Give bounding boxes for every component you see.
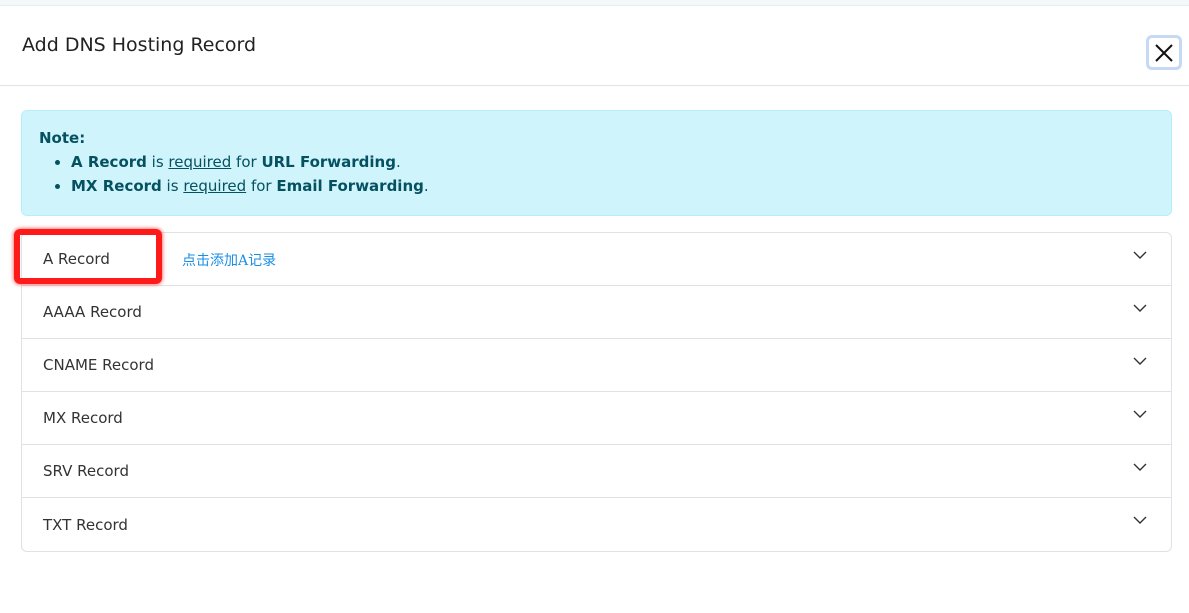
accordion-item-label: TXT Record	[43, 515, 128, 534]
accordion-item-label: SRV Record	[43, 462, 129, 480]
accordion-item-label: CNAME Record	[43, 356, 154, 374]
required-link[interactable]: required	[183, 177, 247, 195]
note-text: for	[231, 153, 262, 171]
record-accordion: A Record AAAA Record CNAME Record MX Record…	[21, 232, 1172, 552]
note-target: URL Forwarding	[261, 153, 396, 171]
note-alert: Note: A Record is required for URL Forwa…	[21, 110, 1172, 216]
accordion-item-a[interactable]: A Record	[22, 233, 1171, 286]
required-link[interactable]: required	[168, 153, 232, 171]
note-text: .	[395, 153, 401, 171]
dialog-title: Add DNS Hosting Record	[22, 34, 257, 56]
accordion-item-aaaa[interactable]: AAAA Record	[22, 286, 1171, 339]
note-item: MX Record is required for Email Forwardi…	[71, 174, 1154, 198]
dialog-header: Add DNS Hosting Record	[0, 7, 1189, 86]
note-item: A Record is required for URL Forwarding.	[71, 150, 1154, 174]
accordion-item-label: MX Record	[43, 409, 123, 427]
note-heading: Note:	[39, 129, 86, 147]
accordion-item-label: A Record	[43, 250, 110, 268]
chevron-down-icon	[1133, 304, 1147, 312]
annotation-hint: 点击添加A记录	[182, 253, 277, 269]
note-text: .	[423, 177, 429, 195]
top-strip	[0, 0, 1189, 6]
note-record: MX Record	[71, 177, 162, 195]
note-record: A Record	[71, 153, 147, 171]
chevron-down-icon	[1133, 463, 1147, 471]
chevron-down-icon	[1133, 410, 1147, 418]
highlight-box	[14, 229, 162, 284]
close-icon	[1155, 43, 1173, 62]
accordion-item-txt[interactable]: TXT Record	[22, 498, 1171, 551]
note-text: is	[146, 153, 169, 171]
note-text: is	[161, 177, 184, 195]
accordion-item-srv[interactable]: SRV Record	[22, 445, 1171, 498]
note-target: Email Forwarding	[276, 177, 424, 195]
chevron-down-icon	[1133, 516, 1147, 524]
accordion-item-label: AAAA Record	[43, 303, 142, 321]
accordion-item-cname[interactable]: CNAME Record	[22, 339, 1171, 392]
chevron-down-icon	[1133, 251, 1147, 259]
note-text: for	[246, 177, 277, 195]
accordion-item-mx[interactable]: MX Record	[22, 392, 1171, 445]
close-button[interactable]	[1146, 35, 1182, 70]
chevron-down-icon	[1133, 357, 1147, 365]
